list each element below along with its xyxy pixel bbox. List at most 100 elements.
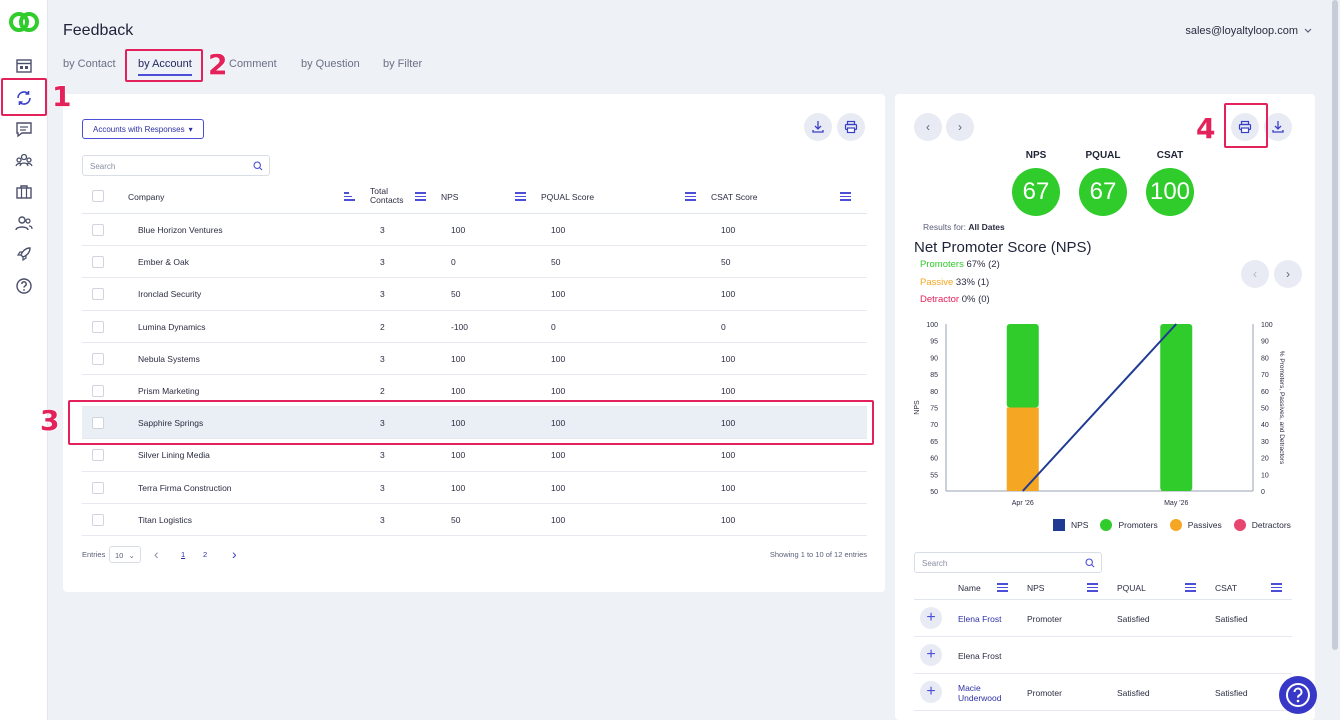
row-checkbox[interactable] xyxy=(92,449,104,462)
table-row[interactable]: Titan Logistics 3 50 100 100 xyxy=(82,504,867,536)
column-menu-icon[interactable] xyxy=(1185,583,1196,592)
legend-passives[interactable]: Passives xyxy=(1169,519,1222,531)
column-nps[interactable]: NPS xyxy=(441,192,459,202)
row-checkbox[interactable] xyxy=(92,224,104,236)
table-row[interactable]: Prism Marketing 2 100 100 100 xyxy=(82,375,867,408)
accounts-search-input[interactable]: Search xyxy=(82,155,270,176)
legend-promoters[interactable]: Promoters xyxy=(1100,519,1158,531)
prev-account-button[interactable]: ‹ xyxy=(914,113,942,141)
column-menu-icon[interactable] xyxy=(997,583,1008,592)
table-row[interactable]: Blue Horizon Ventures 3 100 100 100 xyxy=(82,214,867,247)
column-name[interactable]: Name xyxy=(958,583,981,593)
column-menu-icon[interactable] xyxy=(840,192,851,201)
page-2-link[interactable]: 2 xyxy=(203,550,208,559)
page-size-select[interactable]: 10 ⌄ xyxy=(109,546,141,563)
expand-plus-icon[interactable]: + xyxy=(920,681,942,703)
tab-by-question[interactable]: by Question xyxy=(301,58,360,70)
accounts-filter-dropdown[interactable]: Accounts with Responses ▾ xyxy=(82,119,204,139)
expand-plus-icon[interactable]: + xyxy=(920,607,942,629)
y-axis-label: NPS xyxy=(914,400,921,415)
legend-detractors[interactable]: Detractors xyxy=(1233,519,1291,531)
help-chat-button[interactable] xyxy=(1279,676,1317,714)
detail-print-button[interactable] xyxy=(1231,113,1259,141)
expand-plus-icon[interactable]: + xyxy=(920,644,942,666)
table-row[interactable]: Nebula Systems 3 100 100 100 xyxy=(82,343,867,375)
column-company[interactable]: Company xyxy=(128,192,165,202)
table-row[interactable]: Ember & Oak 3 0 50 50 xyxy=(82,246,867,279)
next-page-icon[interactable]: › xyxy=(232,546,237,562)
table-pagination: Entries 10 ⌄ ‹ 1 2 › Showing 1 to 10 of … xyxy=(82,546,867,566)
passive-label: Passive xyxy=(920,277,954,288)
column-pqual-score[interactable]: PQUAL Score xyxy=(541,192,595,202)
next-account-button[interactable]: › xyxy=(946,113,974,141)
column-menu-icon[interactable] xyxy=(515,192,526,201)
cell-nps: -100 xyxy=(451,321,469,332)
help-icon[interactable] xyxy=(12,274,36,298)
rocket-icon[interactable] xyxy=(12,242,36,266)
chart-next-button[interactable]: › xyxy=(1274,260,1302,288)
print-button[interactable] xyxy=(837,113,865,141)
table-row[interactable]: Ironclad Security 3 50 100 100 xyxy=(82,278,867,311)
loyaltyloop-logo-icon[interactable] xyxy=(8,10,40,34)
account-menu[interactable]: sales@loyaltyloop.com xyxy=(1185,25,1312,37)
row-checkbox[interactable] xyxy=(92,481,104,494)
column-contacts-label: Contacts xyxy=(370,195,404,205)
table-row[interactable]: Lumina Dynamics 2 -100 0 0 xyxy=(82,311,867,343)
column-menu-icon[interactable] xyxy=(1271,583,1282,592)
cell-nps: 100 xyxy=(451,225,466,235)
nps-section-title: Net Promoter Score (NPS) xyxy=(914,239,1092,256)
chart-legend: NPS Promoters Passives Detractors xyxy=(1053,519,1303,531)
detail-download-button[interactable] xyxy=(1264,113,1292,141)
select-all-checkbox[interactable] xyxy=(92,190,104,202)
page-1-link[interactable]: 1 xyxy=(181,550,186,559)
column-menu-icon[interactable] xyxy=(685,192,696,201)
prev-page-icon[interactable]: ‹ xyxy=(154,546,159,562)
tab-by-contact[interactable]: by Contact xyxy=(63,58,116,70)
cell-name[interactable]: Macie Underwood xyxy=(958,683,1002,703)
column-pqual[interactable]: PQUAL xyxy=(1117,583,1146,593)
tab-by-account[interactable]: by Account xyxy=(138,58,192,76)
tab-by-filter[interactable]: by Filter xyxy=(383,58,423,70)
column-csat-score[interactable]: CSAT Score xyxy=(711,192,758,202)
y2-tick-label: 10 xyxy=(1261,472,1269,479)
table-row: + Elena Frost xyxy=(914,637,1292,674)
annotation-number-3: 3 xyxy=(39,403,60,438)
row-checkbox[interactable] xyxy=(92,352,104,365)
download-button[interactable] xyxy=(804,113,832,141)
legend-nps[interactable]: NPS xyxy=(1053,519,1088,531)
chart-prev-button[interactable]: ‹ xyxy=(1241,260,1269,288)
cell-pqual: Satisfied xyxy=(1117,614,1150,624)
column-menu-icon[interactable] xyxy=(415,192,426,201)
column-total-contacts[interactable]: Total Contacts xyxy=(370,187,404,205)
page-scrollbar[interactable] xyxy=(1332,0,1338,650)
legend-label: Detractors xyxy=(1251,520,1291,530)
sort-ascending-icon[interactable] xyxy=(344,192,355,201)
column-csat[interactable]: CSAT xyxy=(1215,583,1238,593)
cell-contacts: 3 xyxy=(380,450,385,461)
row-checkbox[interactable] xyxy=(92,384,104,397)
detractor-value: 0% (0) xyxy=(961,294,990,305)
contacts-icon[interactable] xyxy=(12,211,36,235)
table-row[interactable]: Silver Lining Media 3 100 100 100 xyxy=(82,439,867,472)
table-row[interactable]: Terra Firma Construction 3 100 100 100 xyxy=(82,472,867,504)
tab-comment[interactable]: Comment xyxy=(229,58,277,70)
row-checkbox[interactable] xyxy=(92,513,104,526)
feedback-loop-icon[interactable] xyxy=(12,86,36,110)
audience-icon[interactable] xyxy=(12,148,36,172)
annotation-number-2: 2 xyxy=(207,47,228,82)
cell-name[interactable]: Elena Frost xyxy=(958,614,1002,624)
column-nps[interactable]: NPS xyxy=(1027,583,1045,593)
cell-nps: 100 xyxy=(451,385,466,396)
briefcase-icon[interactable] xyxy=(12,180,36,204)
contacts-search-input[interactable]: Search xyxy=(914,552,1102,573)
legend-label: Passives xyxy=(1187,520,1222,530)
cell-nps: 100 xyxy=(451,482,466,493)
comments-icon[interactable] xyxy=(12,117,36,141)
row-checkbox[interactable] xyxy=(92,288,104,301)
row-checkbox[interactable] xyxy=(92,256,104,269)
table-row[interactable]: Sapphire Springs 3 100 100 100 xyxy=(82,407,867,440)
column-menu-icon[interactable] xyxy=(1087,583,1098,592)
dashboard-icon[interactable] xyxy=(12,54,36,78)
row-checkbox[interactable] xyxy=(92,417,104,430)
row-checkbox[interactable] xyxy=(92,320,104,333)
